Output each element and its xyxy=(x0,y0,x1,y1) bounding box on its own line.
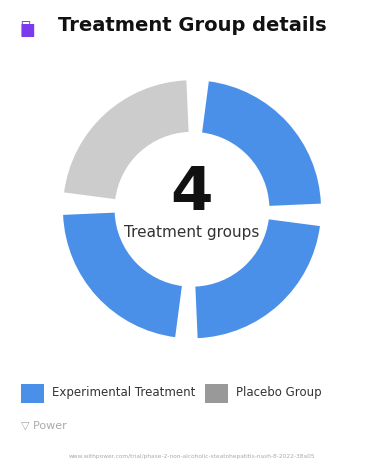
Text: Placebo Group: Placebo Group xyxy=(236,386,322,399)
Text: Treatment Group details: Treatment Group details xyxy=(58,16,326,35)
Text: Experimental Treatment: Experimental Treatment xyxy=(52,386,195,399)
Text: ■: ■ xyxy=(19,21,35,39)
Wedge shape xyxy=(63,213,182,337)
Text: www.withpower.com/trial/phase-2-non-alcoholic-steatohepatitis-nash-8-2022-38a05: www.withpower.com/trial/phase-2-non-alco… xyxy=(69,454,315,459)
Wedge shape xyxy=(202,81,321,206)
Wedge shape xyxy=(195,219,320,338)
Text: Treatment groups: Treatment groups xyxy=(124,225,260,240)
Text: ▽ Power: ▽ Power xyxy=(21,420,67,431)
Text: 👥: 👥 xyxy=(20,19,30,37)
Wedge shape xyxy=(64,80,189,199)
Text: 4: 4 xyxy=(171,164,213,223)
